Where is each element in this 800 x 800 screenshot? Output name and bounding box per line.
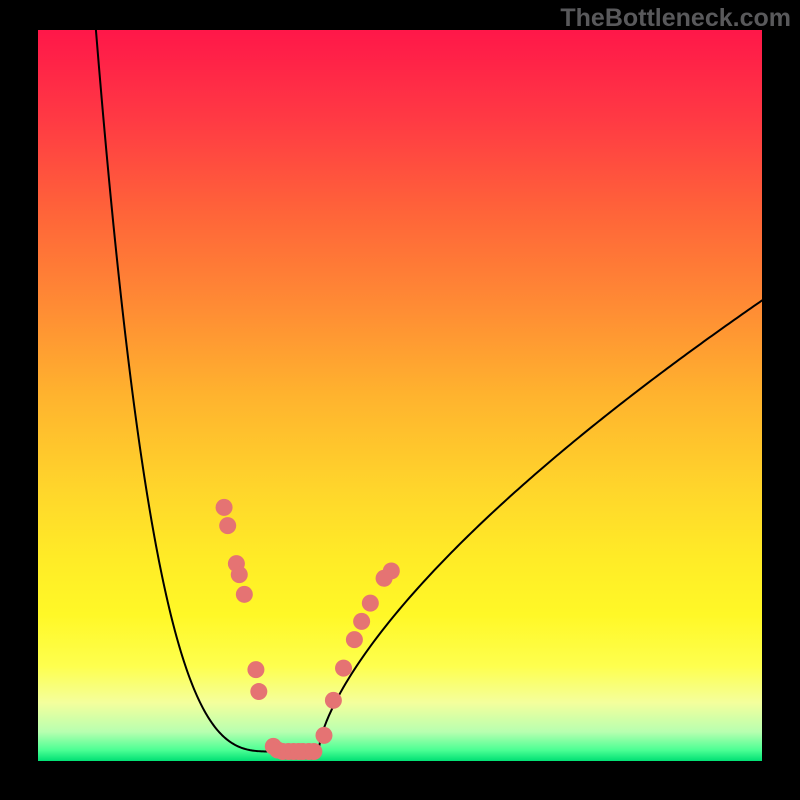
data-marker [346, 631, 363, 648]
data-marker [362, 595, 379, 612]
data-marker [325, 692, 342, 709]
data-marker [315, 727, 332, 744]
data-marker [231, 566, 248, 583]
plot-area [38, 30, 762, 761]
data-marker [219, 517, 236, 534]
data-marker [353, 613, 370, 630]
chart-root: TheBottleneck.com [0, 0, 800, 800]
bottleneck-curve [96, 30, 762, 752]
data-marker [376, 570, 393, 587]
data-markers [216, 499, 400, 760]
data-marker [247, 661, 264, 678]
data-marker [216, 499, 233, 516]
data-marker [250, 683, 267, 700]
plot-overlay [38, 30, 762, 761]
data-marker [236, 586, 253, 603]
watermark-text: TheBottleneck.com [560, 4, 791, 33]
data-marker [305, 743, 322, 760]
data-marker [335, 660, 352, 677]
